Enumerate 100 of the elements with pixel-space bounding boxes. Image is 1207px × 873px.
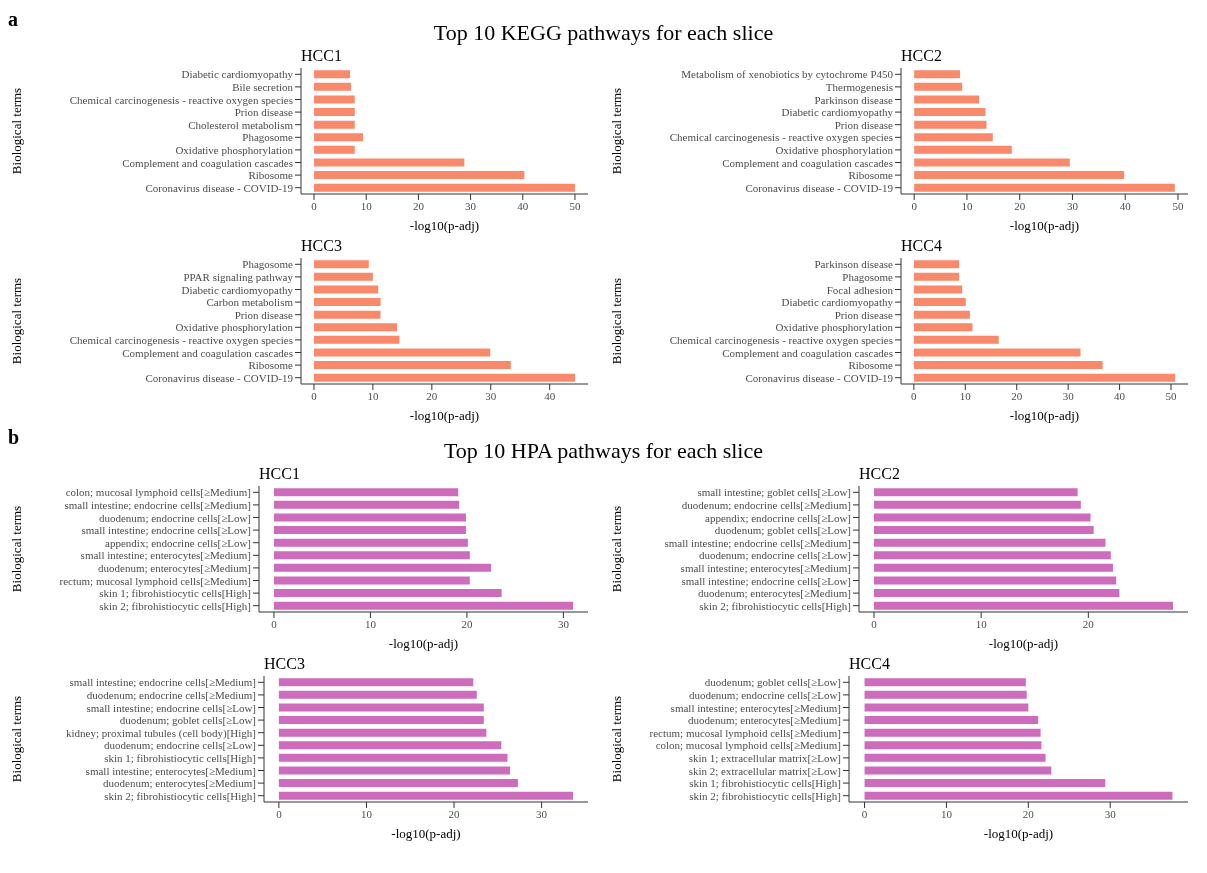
y-tick-label: small intestine; endocrine cells[≥Low] [681,574,851,587]
y-tick-label: Phagosome [242,258,294,271]
bar [913,272,960,281]
y-tick-label: small intestine; endocrine cells[≥Medium] [69,676,256,689]
y-axis-title: Biological terms [8,505,24,593]
bar [314,82,352,91]
bar [314,70,351,79]
bar [278,703,484,712]
y-tick-label: duodenum; goblet cells[≥Low] [704,676,841,689]
bar [874,589,1120,598]
y-tick-label: Oxidative phosphorylation [775,321,894,334]
bar [913,260,960,269]
y-tick-label: Ribosome [848,359,894,372]
y-tick-label: small intestine; endocrine cells[≥Low] [81,524,251,537]
x-tick-label: 20 [1082,617,1095,630]
y-tick-label: Metabolism of xenobiotics by cytochrome P450 [681,68,894,81]
y-tick-label: small intestine; goblet cells[≥Low] [697,486,851,499]
chart-title: HCC3 [264,654,306,674]
bar [314,145,355,154]
x-tick-label: 50 [569,199,581,212]
x-tick-label: 30 [536,807,548,820]
y-tick-label: Ribosome [248,359,294,372]
chart-title: HCC2 [859,464,901,484]
bar [313,373,576,382]
y-tick-label: rectum; mucosal lymphoid cells[≥Medium] [59,574,251,587]
y-tick-label: duodenum; enterocytes[≥Medium] [688,714,841,727]
x-tick-label: 30 [557,617,570,630]
x-tick-label: 10 [975,617,988,630]
bar [913,285,963,294]
y-tick-label: skin 2; fibrohistiocytic cells[High] [699,599,851,612]
x-tick-label: 30 [465,199,477,212]
bar [913,310,970,319]
x-tick-label: 40 [544,389,556,402]
bar [914,70,961,79]
y-axis-title: Biological terms [8,695,24,783]
y-tick-label: appendix; endocrine cells[≥Low] [105,536,251,549]
bar [273,513,466,522]
bar [913,373,1176,382]
x-tick-label: 10 [940,807,953,820]
bar [314,120,355,129]
y-tick-label: skin 2; fibrohistiocytic cells[High] [689,789,841,802]
y-tick-label: small intestine; endocrine cells[≥Medium] [64,498,251,511]
y-tick-label: Ribosome [848,169,894,182]
bar [864,678,1026,687]
y-tick-label: Diabetic cardiomyopathy [181,68,294,81]
y-tick-label: Focal adhesion [826,283,894,296]
y-tick-label: Prion disease [234,106,294,119]
bar [278,716,484,725]
bar [913,298,966,307]
text: Top 10 HPA pathways for each slice [443,438,764,463]
bar [874,538,1106,547]
bar [874,513,1091,522]
bar [864,716,1039,725]
bar [864,791,1173,800]
x-tick-label: 30 [1104,807,1117,820]
bar [313,361,511,370]
bar [913,348,1081,357]
bar [864,741,1042,750]
x-tick-label: 10 [360,199,373,212]
x-tick-label: 20 [1014,199,1026,212]
y-tick-label: duodenum; endocrine cells[≥Low] [688,688,841,701]
bar [314,133,364,142]
y-tick-label: duodenum; endocrine cells[≥Low] [103,739,256,752]
bar [864,703,1029,712]
chart-title: HCC4 [849,654,891,674]
x-tick-label: 10 [961,199,973,212]
bar [313,310,381,319]
bar [914,108,986,117]
x-axis-title: -log10(p-adj) [1009,218,1080,233]
text: Top 10 KEGG pathways for each slice [433,20,774,45]
bar [864,690,1027,699]
chart-title: HCC2 [901,46,943,66]
y-tick-label: Complement and coagulation cascades [722,156,893,169]
x-axis-title: -log10(p-adj) [409,218,480,233]
bar [278,753,508,762]
bar [273,500,460,509]
y-tick-label: colon; mucosal lymphoid cells[≥Medium] [65,486,251,499]
x-tick-label: 0 [311,199,318,212]
x-tick-label: 20 [448,807,461,820]
chart-title: HCC1 [301,46,343,66]
y-tick-label: skin 2; fibrohistiocytic cells[High] [104,789,256,802]
bar [914,120,987,129]
y-tick-label: small intestine; enterocytes[≥Medium] [85,764,256,777]
bar [313,348,491,357]
x-axis-title: -log10(p-adj) [409,408,480,423]
bar [314,183,575,192]
y-tick-label: small intestine; enterocytes[≥Medium] [680,561,851,574]
bar [313,272,373,281]
y-tick-label: skin 1; fibrohistiocytic cells[High] [689,777,841,790]
y-tick-label: small intestine; enterocytes[≥Medium] [80,549,251,562]
bar [273,601,574,610]
y-tick-label: duodenum; endocrine cells[≥Medium] [86,688,256,701]
bar [874,601,1173,610]
x-axis-title: -log10(p-adj) [391,826,461,841]
bar [864,766,1052,775]
y-tick-label: duodenum; goblet cells[≥Low] [714,524,851,537]
y-tick-label: small intestine; endocrine cells[≥Low] [86,701,256,714]
y-tick-label: Diabetic cardiomyopathy [181,283,294,296]
bar [278,690,477,699]
bar [914,95,980,104]
